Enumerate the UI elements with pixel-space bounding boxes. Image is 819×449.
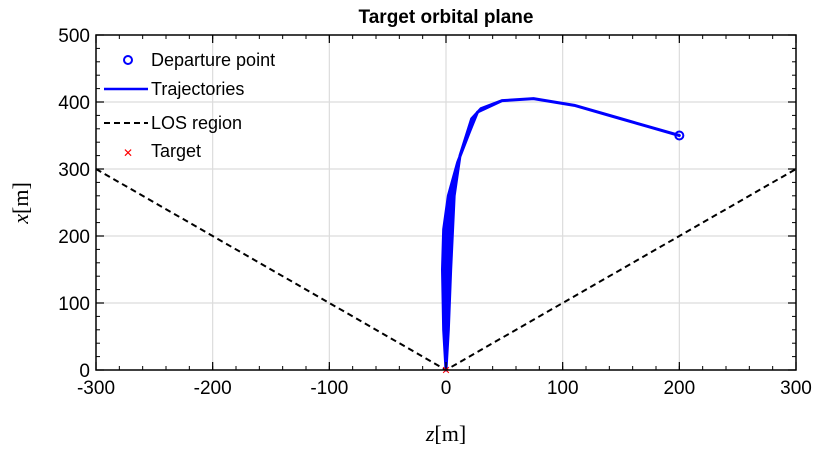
- legend-target-label: Target: [151, 141, 201, 161]
- legend-target-marker: ✕: [123, 146, 133, 160]
- x-axis-var: z: [425, 421, 435, 446]
- x-tick-label: 200: [663, 378, 695, 399]
- y-axis-var: x: [8, 214, 33, 225]
- trajectories-band: [441, 97, 681, 372]
- y-tick-label: 100: [58, 294, 90, 315]
- y-tick-label: 300: [58, 160, 90, 181]
- x-tick-label: 0: [441, 378, 452, 399]
- chart-title: Target orbital plane: [359, 7, 534, 28]
- legend-departure-label: Departure point: [151, 50, 275, 70]
- x-tick-label: 300: [780, 378, 812, 399]
- x-tick-label: -100: [310, 378, 348, 399]
- x-tick-label: -200: [194, 378, 232, 399]
- y-tick-label: 500: [58, 26, 90, 47]
- legend: Departure point Trajectories LOS region …: [104, 50, 275, 161]
- x-axis-unit: [m]: [434, 421, 466, 446]
- x-tick-label: 100: [547, 378, 579, 399]
- axis-ticks: [95, 34, 797, 371]
- legend-los-label: LOS region: [151, 113, 242, 133]
- legend-trajectory-label: Trajectories: [151, 79, 244, 99]
- tick-labels: -300 -200 -100 0 100 200 300 0 100 200 300 400 500: [58, 26, 812, 399]
- departure-point-marker: [674, 130, 685, 141]
- x-tick-label: -300: [77, 378, 115, 399]
- x-axis-label: z[m]: [425, 421, 466, 446]
- legend-departure-marker: [123, 55, 133, 65]
- y-axis-unit: [m]: [8, 182, 33, 214]
- y-tick-label: 400: [58, 93, 90, 114]
- y-tick-label: 0: [79, 361, 90, 382]
- y-tick-label: 200: [58, 227, 90, 248]
- y-axis-label: x[m]: [8, 182, 33, 225]
